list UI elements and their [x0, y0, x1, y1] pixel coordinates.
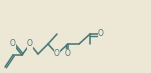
Text: O: O [10, 39, 16, 48]
Text: O: O [54, 49, 60, 58]
Text: O: O [27, 39, 33, 48]
Text: O: O [98, 29, 104, 38]
Text: O: O [65, 49, 71, 58]
